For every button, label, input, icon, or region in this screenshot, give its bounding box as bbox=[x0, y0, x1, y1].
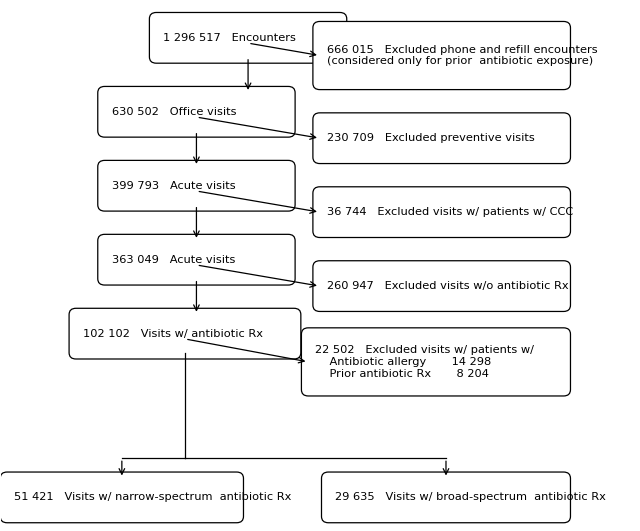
FancyBboxPatch shape bbox=[69, 309, 301, 359]
Text: 102 102   Visits w/ antibiotic Rx: 102 102 Visits w/ antibiotic Rx bbox=[83, 329, 263, 339]
Text: 1 296 517   Encounters: 1 296 517 Encounters bbox=[163, 33, 296, 43]
Text: 399 793   Acute visits: 399 793 Acute visits bbox=[111, 181, 235, 191]
Text: 230 709   Excluded preventive visits: 230 709 Excluded preventive visits bbox=[326, 133, 534, 143]
Text: 51 421   Visits w/ narrow-spectrum  antibiotic Rx: 51 421 Visits w/ narrow-spectrum antibio… bbox=[14, 492, 291, 502]
FancyBboxPatch shape bbox=[313, 21, 570, 90]
FancyBboxPatch shape bbox=[313, 187, 570, 237]
FancyBboxPatch shape bbox=[313, 113, 570, 164]
FancyBboxPatch shape bbox=[301, 328, 570, 396]
FancyBboxPatch shape bbox=[321, 472, 570, 523]
FancyBboxPatch shape bbox=[98, 160, 295, 211]
Text: 22 502   Excluded visits w/ patients w/
    Antibiotic allergy       14 298
    : 22 502 Excluded visits w/ patients w/ An… bbox=[315, 345, 534, 379]
FancyBboxPatch shape bbox=[98, 87, 295, 137]
Text: 260 947   Excluded visits w/o antibiotic Rx: 260 947 Excluded visits w/o antibiotic R… bbox=[326, 281, 568, 291]
Text: 363 049   Acute visits: 363 049 Acute visits bbox=[111, 255, 235, 264]
Text: 630 502   Office visits: 630 502 Office visits bbox=[111, 107, 236, 117]
FancyBboxPatch shape bbox=[313, 261, 570, 312]
Text: 666 015   Excluded phone and refill encounters
(considered only for prior  antib: 666 015 Excluded phone and refill encoun… bbox=[326, 45, 597, 66]
FancyBboxPatch shape bbox=[0, 472, 243, 523]
Text: 29 635   Visits w/ broad-spectrum  antibiotic Rx: 29 635 Visits w/ broad-spectrum antibiot… bbox=[335, 492, 606, 502]
Text: 36 744   Excluded visits w/ patients w/ CCC: 36 744 Excluded visits w/ patients w/ CC… bbox=[326, 207, 573, 217]
FancyBboxPatch shape bbox=[149, 13, 347, 63]
FancyBboxPatch shape bbox=[98, 234, 295, 285]
